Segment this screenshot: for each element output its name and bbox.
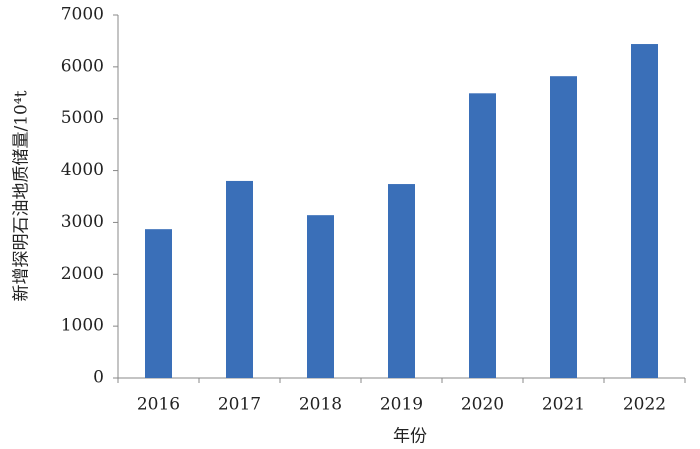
y-tick-label: 0	[93, 368, 104, 388]
y-tick-label: 2000	[61, 264, 104, 284]
bar	[307, 215, 334, 378]
bar	[145, 229, 172, 378]
x-tick-label: 2020	[461, 395, 504, 415]
y-tick-label: 6000	[61, 56, 104, 76]
x-tick-label: 2016	[137, 395, 180, 415]
x-axis-label: 年份	[393, 427, 427, 447]
bar	[226, 180, 253, 378]
bar	[550, 76, 577, 378]
y-tick-label: 4000	[61, 160, 104, 180]
bar	[469, 93, 496, 378]
x-tick-label: 2018	[299, 395, 342, 415]
y-tick-label: 1000	[61, 316, 104, 336]
x-tick-label: 2019	[380, 395, 423, 415]
x-tick-label: 2021	[542, 395, 585, 415]
y-axis-label: 新增探明石油地质储量/10⁴t	[12, 90, 32, 301]
bar	[631, 44, 658, 378]
x-tick-label: 2017	[218, 395, 261, 415]
x-tick-label: 2022	[623, 395, 666, 415]
y-tick-label: 5000	[61, 108, 104, 128]
y-tick-label: 7000	[61, 5, 104, 25]
bar	[388, 184, 415, 378]
y-tick-label: 3000	[61, 212, 104, 232]
